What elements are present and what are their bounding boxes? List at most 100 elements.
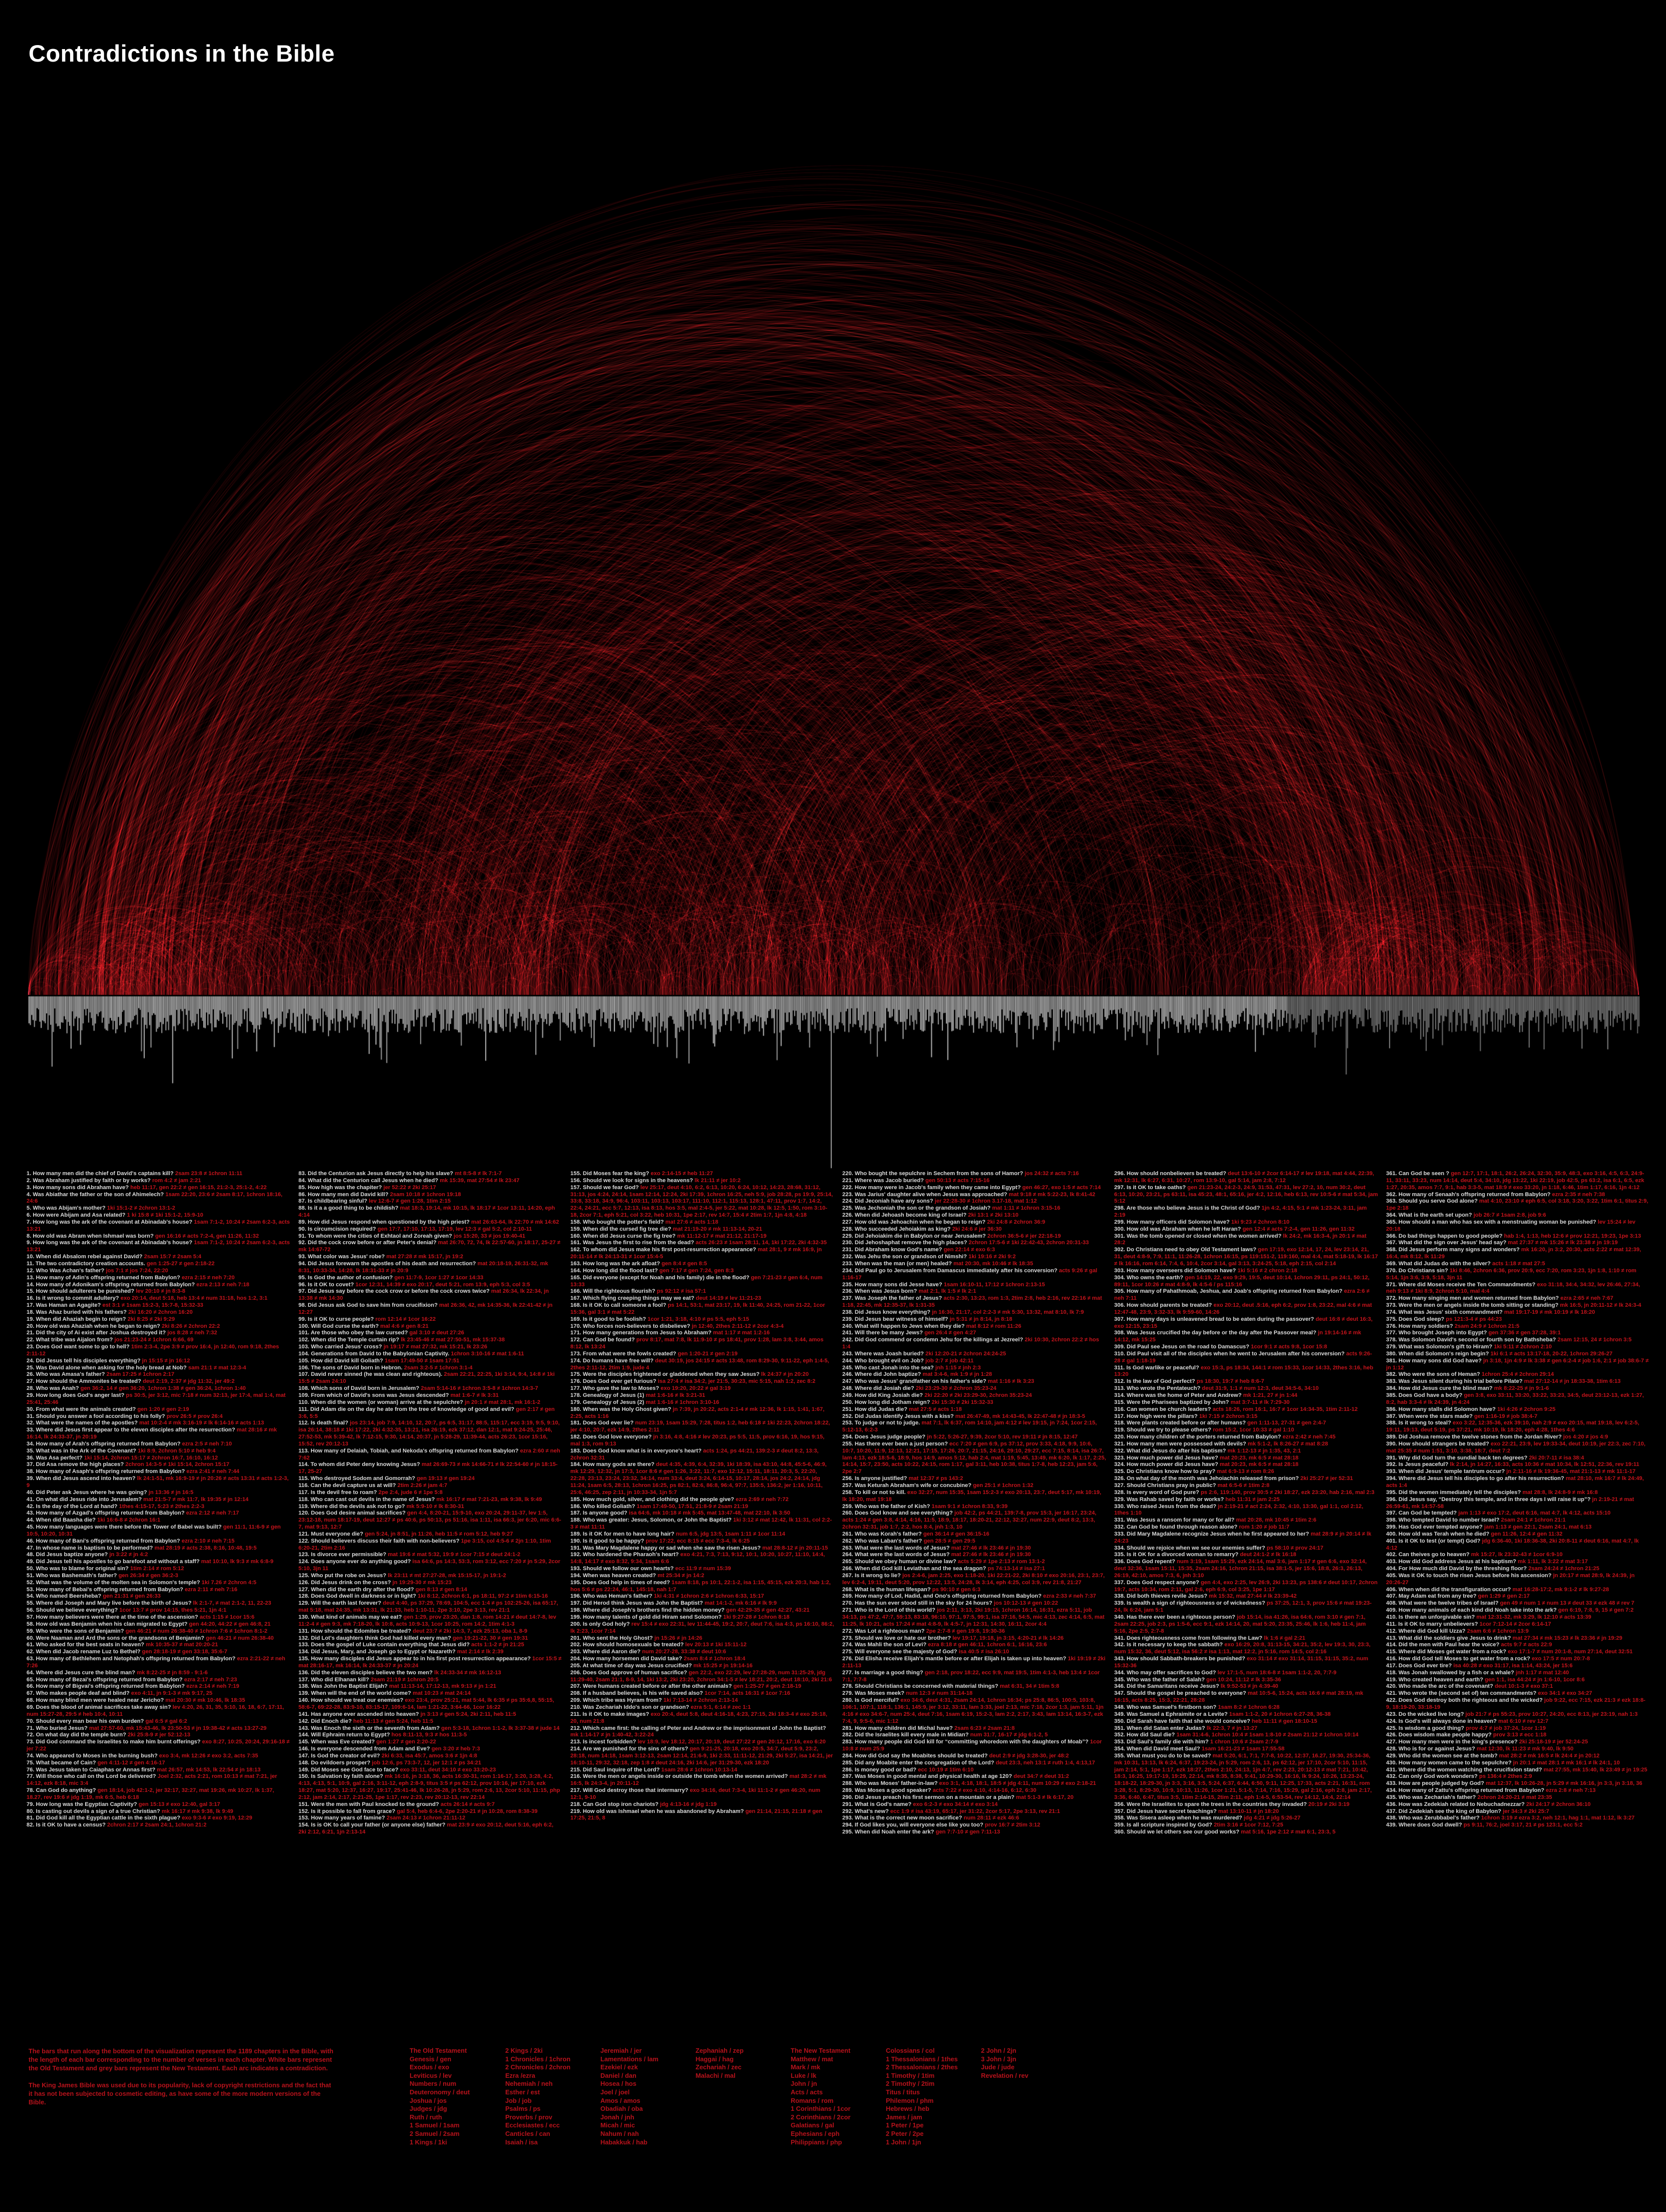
contradiction-verse-refs: num 3:19, 1sam 15:29, ezk 24:14, mal 3:6… [1114, 1559, 1367, 1579]
contradiction-question: 368. Did Jesus perform many signs and wo… [1386, 1247, 1521, 1253]
contradiction-question: 220. Who bought the sepulchre in Sechem … [842, 1171, 1025, 1177]
contradiction-verse-refs: ps 14:1, 53:1, mat 23:17, 19, lk 11:40, … [570, 1302, 825, 1315]
contradiction-item: 359. Is all scripture inspired by God? 2… [1114, 1822, 1378, 1829]
contradiction-question: 163. How long was the ark afloat? [570, 1260, 662, 1267]
contradiction-question: 120. Does God desire animal sacrifices? [298, 1510, 408, 1517]
contradiction-item: 4. Was Abiathar the father or the son of… [27, 1192, 290, 1206]
contradiction-item: 287. Was Moses in good mental and physic… [842, 1773, 1106, 1780]
book-column-1: The Old Testament Genesis / gen Exodus / e… [410, 2047, 502, 2146]
contradiction-verse-refs: mat 21:5-7 ≠ mk 11:7, lk 19:35 ≠ jn 12:1… [143, 1496, 249, 1503]
contradiction-item: 75. What became of Cain? gen 4:11-12 ≠ g… [27, 1760, 290, 1767]
contradiction-question: 221. Where was Jacob buried? [842, 1177, 926, 1184]
contradiction-question: 207. Were humans created before or after… [570, 1683, 734, 1690]
contradiction-question: 405. Was it OK to touch the risen Jesus … [1386, 1572, 1553, 1579]
contradiction-item: 239. Did Jesus bear witness of himself? … [842, 1316, 1106, 1323]
contradiction-item: 249. How did King Josiah die? 2ki 22:20 … [842, 1392, 1106, 1399]
contradiction-verse-refs: jos 8:28 ≠ neh 7:32 [167, 1330, 217, 1336]
contradiction-question: 421. Who wrote the (second set of) ten c… [1386, 1690, 1538, 1697]
contradiction-question: 49. Did Jesus tell his apostles to go ba… [27, 1559, 201, 1565]
contradiction-question: 426. Does wisdom make people happy? [1386, 1732, 1493, 1738]
contradiction-item: 331. Was Jesus a ransom for many or for … [1114, 1517, 1378, 1524]
contradiction-verse-refs: 1ki 8:46, 2chron 6:36, prov 20:9, ecc 7:… [1386, 1267, 1636, 1281]
contradiction-verse-refs: gen 1:16-19 ≠ job 38:4-7 [1474, 1413, 1538, 1419]
contradiction-item: 181. Does God ever lie? num 23:19, 1sam … [570, 1420, 834, 1434]
contradiction-verse-refs: mat 1:11 ≠ 1chron 3:15-16 [992, 1205, 1061, 1212]
contradiction-question: 356. Were the Israelites to spare the tr… [1114, 1801, 1308, 1807]
contradictions-column-1: 1. How many men did the chief of David's… [27, 1171, 290, 1829]
contradiction-question: 247. Who was Jesus' grandfather on his f… [842, 1378, 988, 1385]
contradiction-item: 427. How many men were in the king's pre… [1386, 1739, 1650, 1746]
book-abbreviation: 1 Chronicles / 1chron [505, 2055, 571, 2063]
contradiction-item: 429. Who did the women see at the tomb? … [1386, 1753, 1650, 1760]
contradiction-verse-refs: mat 3:4-6, mk 1:9 ≠ jn 1:28 [922, 1371, 992, 1378]
contradiction-verse-refs: mk 15:39, mat 27:54 ≠ lk 23:47 [440, 1177, 520, 1184]
contradiction-question: 326. On what day of the month was Jehoia… [1114, 1476, 1300, 1482]
contradiction-verse-refs: gen 36:2, 14 ≠ gen 36:20, 1chron 1:38 ≠ … [80, 1385, 246, 1392]
contradiction-item: 203. Where did Aaron die? num 20:27-28, … [570, 1649, 834, 1656]
contradiction-verse-refs: ezra 2:15 ≠ neh 7:20 [181, 1274, 235, 1281]
contradiction-question: 55. Where did Joseph and Mary live befor… [27, 1600, 193, 1607]
contradiction-verse-refs: prov 26:5 ≠ prov 26:4 [166, 1413, 223, 1419]
contradiction-verse-refs: rev 15:4 ≠ exo 22:31, lev 11:44-45, 19:2… [570, 1621, 834, 1634]
contradiction-verse-refs: 2ki 24:6 ≠ jer 36:30 [952, 1226, 1002, 1232]
contradiction-question: 399. Has God ever tempted anyone? [1386, 1524, 1484, 1531]
contradiction-verse-refs: jn 5:22, 5:26-27, 9:39, 2cor 5:10, rev 1… [927, 1434, 1078, 1440]
contradiction-question: 297. Is it OK to take oaths? [1114, 1184, 1188, 1191]
contradiction-item: 121. Must everyone die? gen 5:24, jn 8:5… [298, 1531, 562, 1538]
contradiction-item: 422. Does God destroy both the righteous… [1386, 1697, 1650, 1711]
contradiction-question: 237. Was Joseph the father of Jesus? [842, 1295, 944, 1302]
contradiction-item: 18. Was Ahaz buried with his fathers? 2k… [27, 1309, 290, 1316]
contradiction-question: 86. How many men did David kill? [298, 1191, 390, 1198]
contradiction-item: 368. Did Jesus perform many signs and wo… [1386, 1247, 1650, 1261]
book-abbreviation: Hosea / hos [600, 2080, 636, 2088]
contradiction-verse-refs: 2sam 5:14-16 ≠ 1chron 3:5-8 ≠ 1chron 14:… [421, 1385, 538, 1392]
contradiction-question: 212. Which came first: the calling of Pe… [570, 1725, 826, 1731]
contradiction-verse-refs: ecc 11:9 ≠ num 15:39 [675, 1566, 731, 1572]
contradiction-verse-refs: gal 3:10 ≠ deut 27:26 [409, 1330, 464, 1336]
contradiction-verse-refs: 1sam 7:1-2, 10:24 ≠ 2sam 6:2-3, acts 13:… [27, 1219, 290, 1232]
contradiction-verse-refs: mat 26:57, mk 14:53, lk 22:54 ≠ jn 18:13 [157, 1766, 261, 1773]
contradiction-item: 113. How many of Delaiah, Tobiah, and Ne… [298, 1448, 562, 1462]
contradiction-item: 364. What is the earth set upon? job 26:… [1386, 1212, 1650, 1219]
contradiction-verse-refs: jn 19:17 ≠ mat 27:32, mk 15:21, lk 23:26 [383, 1344, 487, 1350]
contradiction-question: 58. How old was Benjamin when his clan m… [27, 1621, 189, 1627]
contradiction-item: 148. Do evildoers prosper? job 12:6, ps … [298, 1760, 562, 1767]
contradiction-verse-refs: deut 2:9 ≠ jdg 3:28-30, jer 48:2 [989, 1752, 1069, 1759]
contradiction-verse-refs: acts 26:14 ≠ acts 9:7 [440, 1801, 495, 1807]
contradiction-question: 84. What did the Centurion call Jesus wh… [298, 1177, 440, 1184]
contradiction-question: 43. How many of Azgad's offspring return… [27, 1510, 186, 1517]
contradiction-item: 272. Was Lot a righteous man? 2pe 2:7-8 … [842, 1628, 1106, 1635]
contradiction-item: 93. What color was Jesus' robe? mat 27:2… [298, 1254, 562, 1261]
contradiction-verse-refs: mat 1:6-16 ≠ 1chron 3:10-16 [645, 1399, 720, 1405]
book-abbreviation: Jonah / jnh [600, 2113, 634, 2121]
contradiction-question: 205. At what time of day was Jesus cruci… [570, 1662, 694, 1669]
contradiction-item: 111. Did Adam die on the day he ate from… [298, 1406, 562, 1420]
contradiction-verse-refs: gen 37:36 ≠ gen 37:28, 39:1 [1488, 1330, 1561, 1336]
contradiction-verse-refs: gen 1:25-27 ≠ gen 2:18-19 [733, 1683, 802, 1690]
contradiction-question: 315. Were the Pharisees baptized by John… [1114, 1399, 1231, 1405]
contradiction-question: 396. Did Jesus say, “Destroy this temple… [1386, 1496, 1592, 1503]
contradiction-question: 332. Can God be found through reason alo… [1114, 1524, 1239, 1531]
contradiction-verse-refs: deut 30:19, jos 24:15 ≠ acts 13:48, rom … [570, 1357, 829, 1371]
contradiction-question: 202. How should homosexuals be treated? [570, 1642, 686, 1648]
contradiction-question: 116. Can the devil capture us at will? [298, 1482, 398, 1489]
contradiction-item: 163. How long was the ark afloat? gen 8:… [570, 1261, 834, 1268]
contradiction-item: 286. Is money good or bad? ecc 10:19 ≠ 1… [842, 1767, 1106, 1774]
contradiction-question: 372. How many singing men and women retu… [1386, 1295, 1561, 1302]
contradiction-verse-refs: 1ki 8:12, 2chron 6:1, ps 18:11, 97:2 ≠ 1… [418, 1593, 548, 1600]
contradiction-item: 420. Who made the arc of the covenant? d… [1386, 1683, 1650, 1690]
contradiction-question: 279. Was Moses meek? [842, 1690, 906, 1697]
contradiction-item: 187. Is anyone good? isa 64:6, mk 10:18 … [570, 1510, 834, 1517]
contradiction-verse-refs: ezra 2:69 ≠ neh 7:72 [736, 1496, 789, 1503]
contradiction-question: 113. How many of Delaiah, Tobiah, and Ne… [298, 1447, 520, 1454]
contradiction-question: 167. Which flying creeping things may we… [570, 1295, 696, 1302]
contradiction-question: 170. Who forces non-believers to disbeli… [570, 1323, 692, 1329]
contradiction-item: 245. Who cast Jonah into the sea? jnh 1:… [842, 1365, 1106, 1372]
contradiction-verse-refs: mat 28:8, lk 24:8-9 ≠ mk 16:8 [1522, 1489, 1598, 1496]
contradiction-verse-refs: gen 1:27 ≠ gen 2:20-22 [376, 1739, 436, 1745]
contradiction-verse-refs: ezra 2:60 ≠ neh 7:62 [298, 1447, 560, 1461]
contradiction-question: 95. Is God the author of confusion? [298, 1274, 395, 1281]
contradiction-question: 312. Is the law of God perfect? [1114, 1378, 1197, 1385]
contradiction-question: 156. Should we look for signs in the hea… [570, 1177, 695, 1184]
contradiction-question: 178. Genealogy of Jesus (1) [570, 1392, 646, 1398]
